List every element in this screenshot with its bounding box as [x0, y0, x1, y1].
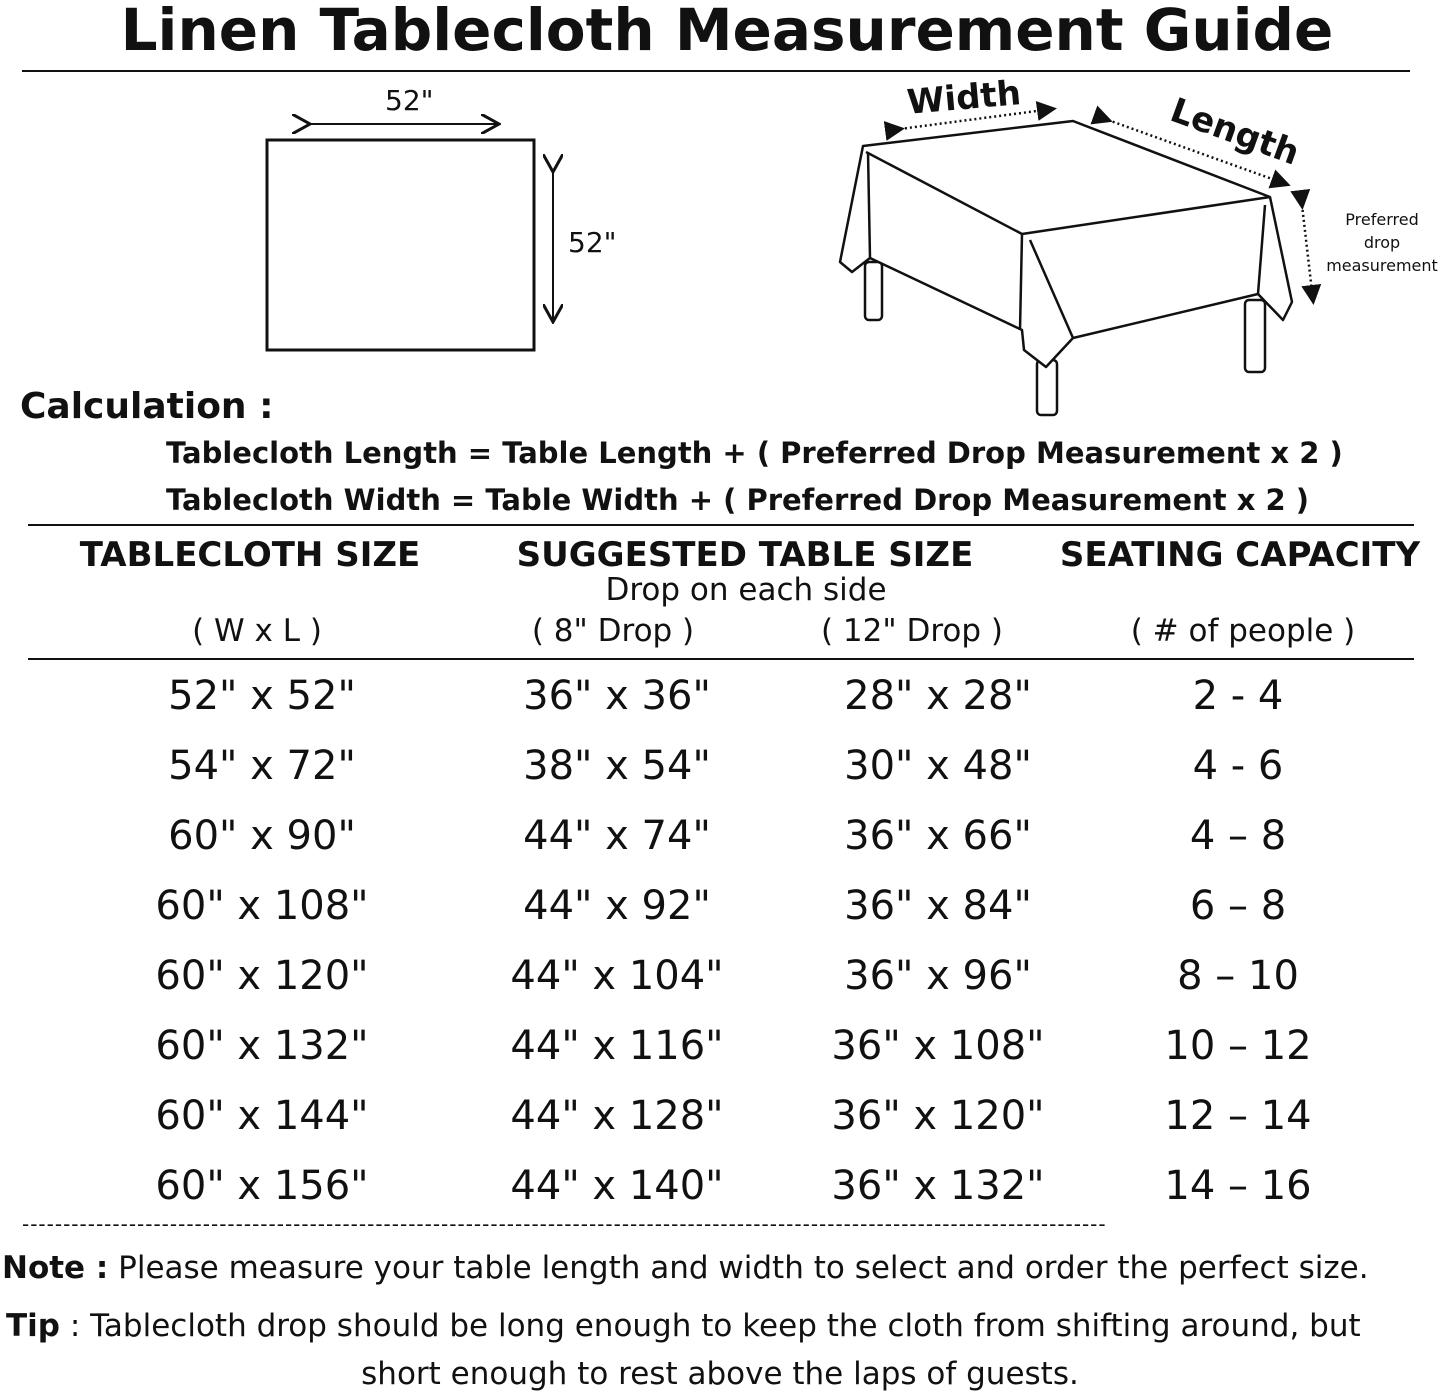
table-size-12-drop-cell: 36" x 108": [831, 1023, 1045, 1069]
table-size-12-drop-cell: 36" x 84": [844, 883, 1032, 929]
note-text: Please measure your table length and wid…: [108, 1250, 1369, 1286]
tip-text-continued: short enough to rest above the laps of g…: [361, 1356, 1079, 1392]
calculation-length: Tablecloth Length = Table Length + ( Pre…: [166, 436, 1343, 470]
tablecloth-size-cell: 60" x 120": [155, 953, 369, 999]
table-size-12-drop-cell: 36" x 132": [831, 1163, 1045, 1209]
calculation-width: Tablecloth Width = Table Width + ( Prefe…: [166, 483, 1310, 517]
header-seating: SEATING CAPACITY: [1059, 535, 1421, 575]
header-people: ( # of people ): [1130, 613, 1356, 649]
table-size-12-drop-cell: 36" x 96": [844, 953, 1032, 999]
seating-capacity-cell: 10 – 12: [1164, 1023, 1312, 1069]
table-size-8-drop-cell: 44" x 92": [523, 883, 711, 929]
header-suggested-size: SUGGESTED TABLE SIZE: [516, 535, 974, 575]
table-size-8-drop-cell: 36" x 36": [523, 673, 711, 719]
table-header-divider: [28, 658, 1414, 660]
tablecloth-size-cell: 54" x 72": [168, 743, 356, 789]
note: Note : Please measure your table length …: [2, 1250, 1369, 1286]
table-size-8-drop-cell: 44" x 116": [510, 1023, 724, 1069]
seating-capacity-cell: 4 – 8: [1189, 813, 1287, 859]
dashed-divider: ----------------------------------------…: [22, 1212, 1107, 1236]
table-size-8-drop-cell: 38" x 54": [523, 743, 711, 789]
tip-text: : Tablecloth drop should be long enough …: [59, 1308, 1361, 1344]
flat-width-label: 52": [385, 84, 434, 117]
note-label: Note :: [2, 1250, 109, 1286]
drop-dotted-arrow: [1290, 188, 1322, 305]
width-dotted-arrow: [883, 101, 1057, 141]
tablecloth-size-cell: 52" x 52": [168, 673, 356, 719]
tablecloth-size-cell: 60" x 132": [155, 1023, 369, 1069]
seating-capacity-cell: 6 – 8: [1189, 883, 1287, 929]
header-12-drop: ( 12" Drop ): [820, 613, 1004, 649]
table-size-12-drop-cell: 36" x 120": [831, 1093, 1045, 1139]
table-size-12-drop-cell: 30" x 48": [844, 743, 1032, 789]
flat-tablecloth-diagram: [265, 101, 1322, 417]
table-leg: [1035, 358, 1059, 417]
header-tablecloth-size: TABLECLOTH SIZE: [79, 535, 421, 575]
flat-height-label: 52": [568, 226, 617, 259]
header-wxl: ( W x L ): [192, 613, 322, 649]
page-title: Linen Tablecloth Measurement Guide: [120, 0, 1334, 64]
table-top-divider: [28, 524, 1414, 526]
header-8-drop: ( 8" Drop ): [531, 613, 695, 649]
table-illustration: [838, 101, 1322, 417]
drop-label: Preferred drop measurement: [1326, 208, 1438, 277]
tablecloth-outline: [838, 119, 1294, 369]
tip-label: Tip: [6, 1308, 60, 1344]
tablecloth-size-cell: 60" x 156": [155, 1163, 369, 1209]
table-size-12-drop-cell: 28" x 28": [844, 673, 1032, 719]
seating-capacity-cell: 4 - 6: [1192, 743, 1284, 789]
length-dotted-arrow: [1090, 105, 1291, 189]
calculation-heading: Calculation :: [20, 386, 274, 427]
table-size-8-drop-cell: 44" x 104": [510, 953, 724, 999]
header-drop-sub: Drop on each side: [605, 572, 887, 608]
tablecloth-size-cell: 60" x 144": [155, 1093, 369, 1139]
tablecloth-square: [265, 138, 536, 352]
table-size-8-drop-cell: 44" x 128": [510, 1093, 724, 1139]
seating-capacity-cell: 12 – 14: [1164, 1093, 1312, 1139]
table-size-8-drop-cell: 44" x 74": [523, 813, 711, 859]
tablecloth-size-cell: 60" x 90": [168, 813, 356, 859]
drop-label-line: Preferred: [1345, 210, 1419, 229]
table-size-8-drop-cell: 44" x 140": [510, 1163, 724, 1209]
title-divider: [22, 70, 1410, 72]
tablecloth-size-cell: 60" x 108": [155, 883, 369, 929]
drop-label-line: measurement: [1326, 256, 1438, 275]
tip: Tip : Tablecloth drop should be long eno…: [6, 1308, 1361, 1344]
seating-capacity-cell: 14 – 16: [1164, 1163, 1312, 1209]
drop-label-line: drop: [1363, 233, 1401, 252]
seating-capacity-cell: 8 – 10: [1177, 953, 1299, 999]
table-size-12-drop-cell: 36" x 66": [844, 813, 1032, 859]
table-leg: [863, 260, 884, 322]
seating-capacity-cell: 2 - 4: [1192, 673, 1284, 719]
table-leg: [1243, 298, 1267, 374]
